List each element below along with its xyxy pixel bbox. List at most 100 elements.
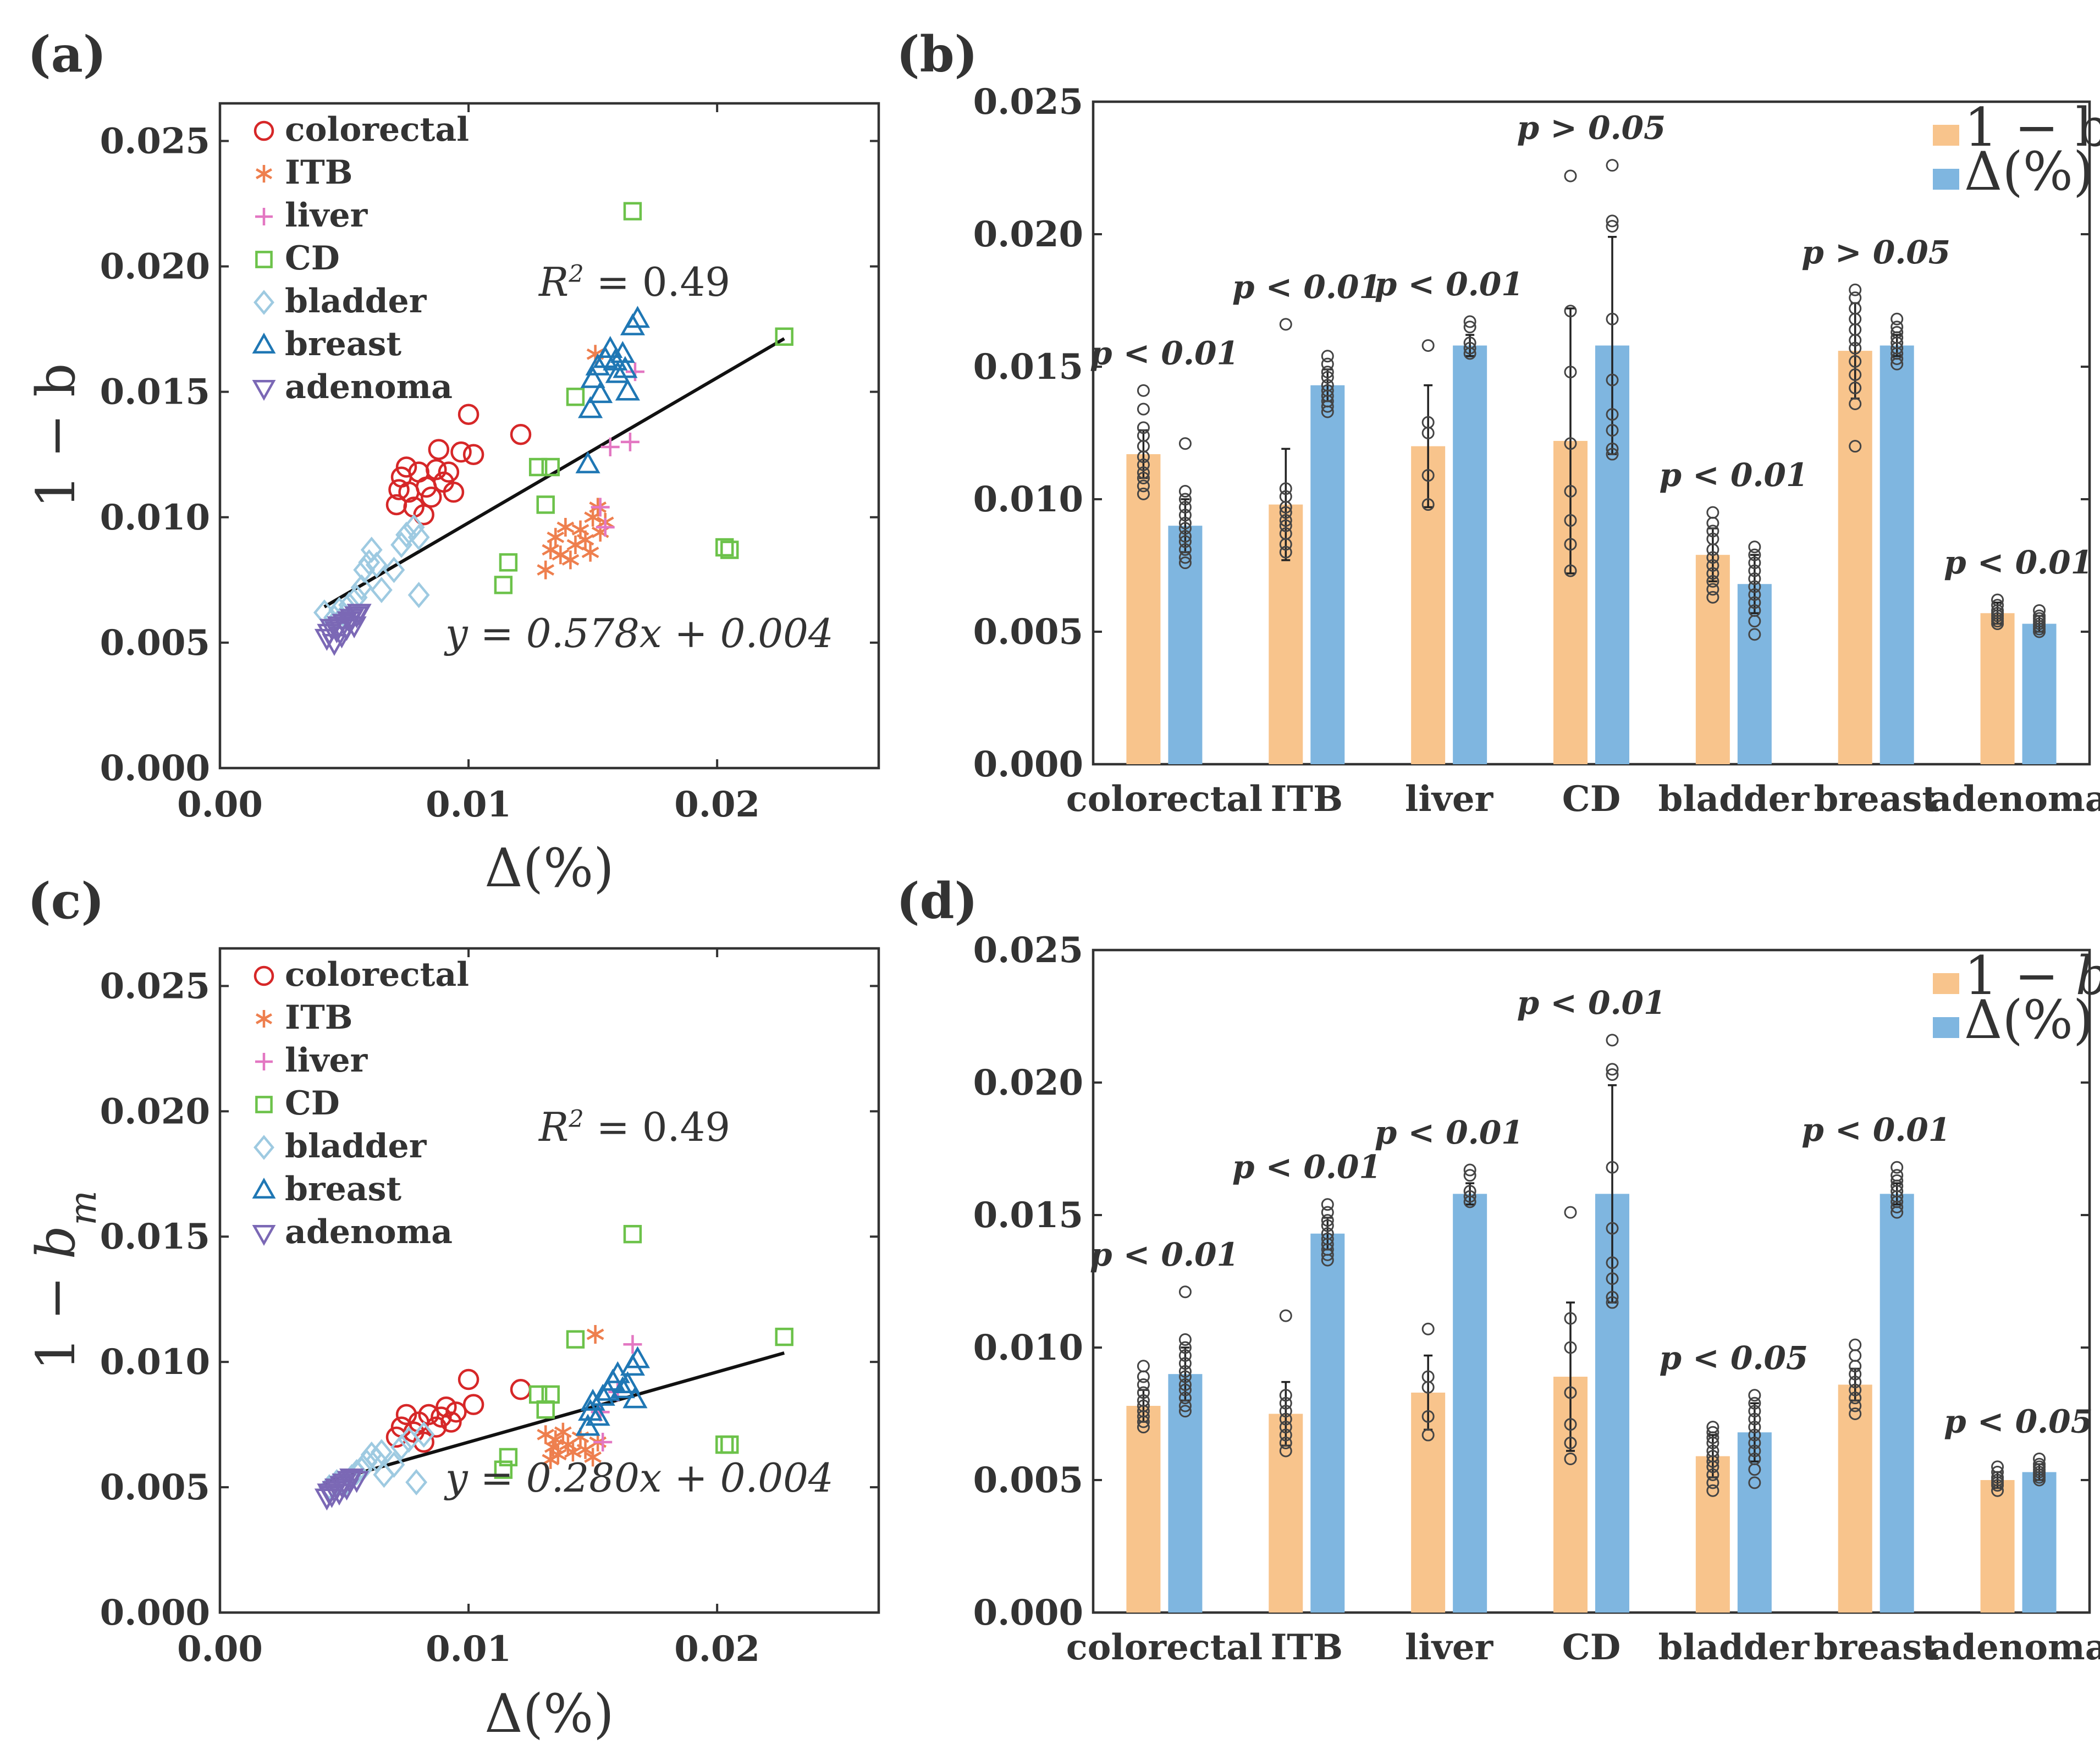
d-datapoint bbox=[1421, 1322, 1435, 1335]
b-datapoint bbox=[1137, 466, 1150, 479]
a-point-cd bbox=[775, 327, 793, 346]
c-point-bladder bbox=[412, 1421, 435, 1448]
a-point-itb bbox=[576, 530, 594, 549]
d-datapoint bbox=[1706, 1455, 1719, 1468]
panel-a-scatter: (a) 0.000 0.005 0.010 0.015 0.020 0.025 0.00 0.0… bbox=[25, 25, 880, 899]
d-datapoint bbox=[1279, 1405, 1292, 1418]
c-point-colorectal bbox=[440, 1411, 462, 1433]
d-datapoint bbox=[1279, 1412, 1292, 1426]
c-ytick-label: 0.020 bbox=[100, 1091, 210, 1132]
c-point-colorectal bbox=[413, 1431, 434, 1453]
c-point-adenoma bbox=[344, 1471, 370, 1493]
b-datapoint bbox=[1748, 580, 1761, 593]
b-datapoint bbox=[2033, 625, 2046, 638]
d-pvalue-colorectal: p < 0.01 bbox=[1090, 1236, 1239, 1273]
d-xtick-label-adenoma: adenoma bbox=[1929, 1627, 2100, 1668]
b-axes-frame bbox=[1092, 100, 2091, 766]
d-datapoint bbox=[1279, 1389, 1292, 1402]
c-xtick-label: 0.00 bbox=[177, 1628, 263, 1670]
c-legend-label-liver: liver bbox=[285, 1041, 368, 1080]
d-datapoint bbox=[1421, 1428, 1435, 1442]
d-datapoint bbox=[1178, 1349, 1192, 1362]
d-datapoint bbox=[1748, 1396, 1761, 1410]
b-datapoint bbox=[1178, 543, 1192, 556]
d-bar-colorectal-delta bbox=[1168, 1374, 1203, 1613]
b-pvalue-cd: p > 0.05 bbox=[1517, 109, 1666, 147]
a-legend-marker-itb bbox=[256, 165, 272, 183]
b-datapoint bbox=[1706, 575, 1719, 588]
d-xtick-label-bladder: bladder bbox=[1658, 1627, 1810, 1668]
d-datapoint bbox=[1606, 1290, 1619, 1304]
b-datapoint bbox=[1748, 588, 1761, 601]
b-ytick-label: 0.015 bbox=[973, 346, 1083, 388]
c-point-breast bbox=[610, 1376, 635, 1399]
a-point-bladder bbox=[407, 524, 430, 551]
b-legend-swatch-delta bbox=[1933, 169, 1959, 190]
a-legend-label-itb: ITB bbox=[285, 153, 352, 192]
b-legend-label-b: 1 − b bbox=[1964, 97, 2100, 158]
b-datapoint bbox=[1279, 538, 1292, 551]
a-point-cd bbox=[528, 457, 548, 477]
a-point-adenoma bbox=[346, 604, 372, 626]
c-point-breast bbox=[622, 1386, 648, 1409]
b-datapoint bbox=[1564, 305, 1577, 318]
d-ytick-label: 0.025 bbox=[973, 930, 1083, 971]
b-datapoint bbox=[1706, 516, 1719, 529]
b-datapoint bbox=[1137, 384, 1150, 397]
b-datapoint bbox=[1463, 321, 1476, 334]
a-legend-label-adenoma: adenoma bbox=[285, 368, 453, 406]
d-ytick-label: 0.015 bbox=[973, 1195, 1083, 1236]
b-xtick-label-itb: ITB bbox=[1270, 779, 1343, 820]
c-legend-marker-cd bbox=[255, 1096, 273, 1113]
c-point-colorectal bbox=[436, 1396, 457, 1418]
c-point-itb bbox=[547, 1430, 565, 1449]
c-point-cd bbox=[623, 1224, 642, 1244]
d-datapoint bbox=[1991, 1479, 2004, 1492]
d-datapoint bbox=[1178, 1383, 1192, 1396]
a-legend-marker-adenoma bbox=[252, 379, 276, 401]
b-datapoint bbox=[1606, 159, 1619, 172]
a-point-bladder bbox=[353, 556, 376, 583]
a-point-itb bbox=[561, 550, 580, 570]
d-ytick-label: 0.020 bbox=[973, 1062, 1083, 1103]
b-bar-adenoma-b bbox=[1980, 613, 2015, 764]
b-bar-colorectal-delta bbox=[1168, 526, 1203, 764]
d-datapoint bbox=[1606, 1068, 1619, 1081]
b-datapoint bbox=[1279, 500, 1292, 514]
d-datapoint bbox=[1137, 1378, 1150, 1391]
b-datapoint bbox=[1279, 514, 1292, 527]
b-datapoint bbox=[1849, 368, 1862, 381]
d-datapoint bbox=[1279, 1428, 1292, 1442]
a-series-breast bbox=[575, 306, 651, 473]
b-xtick-label-adenoma: adenoma bbox=[1929, 779, 2100, 820]
c-point-colorectal bbox=[445, 1401, 467, 1423]
b-datapoint bbox=[1748, 556, 1761, 570]
d-datapoint bbox=[1421, 1410, 1435, 1423]
d-datapoint bbox=[1137, 1370, 1150, 1383]
b-datapoint bbox=[1421, 498, 1435, 511]
d-bar-itb-delta bbox=[1310, 1233, 1345, 1613]
c-point-itb bbox=[586, 1325, 604, 1344]
b-datapoint bbox=[1564, 538, 1577, 551]
b-ytick-label: 0.025 bbox=[973, 81, 1083, 123]
d-datapoint bbox=[1606, 1161, 1619, 1174]
b-datapoint bbox=[1137, 402, 1150, 416]
c-axes-frame bbox=[218, 947, 880, 1614]
a-point-colorectal bbox=[413, 504, 434, 526]
c-xtick-label: 0.01 bbox=[426, 1628, 511, 1670]
b-datapoint bbox=[1279, 506, 1292, 519]
d-group-itb: ITB p < 0.01 bbox=[1232, 1149, 1381, 1668]
d-group-bladder: bladder p < 0.05 bbox=[1658, 1339, 1810, 1668]
b-datapoint bbox=[1849, 355, 1862, 368]
a-point-colorectal bbox=[450, 441, 472, 463]
a-point-liver bbox=[620, 432, 640, 451]
b-datapoint bbox=[1137, 458, 1150, 471]
c-point-itb bbox=[549, 1445, 567, 1464]
c-point-colorectal bbox=[462, 1394, 484, 1415]
a-point-cd bbox=[720, 540, 739, 559]
b-datapoint bbox=[1748, 564, 1761, 577]
d-legend: 1 − bmΔ(%) bbox=[1933, 945, 2100, 1051]
b-datapoint bbox=[1606, 373, 1619, 387]
a-point-bladder bbox=[383, 556, 405, 583]
c-r2-annotation: R2 = 0.49 bbox=[538, 1104, 730, 1150]
